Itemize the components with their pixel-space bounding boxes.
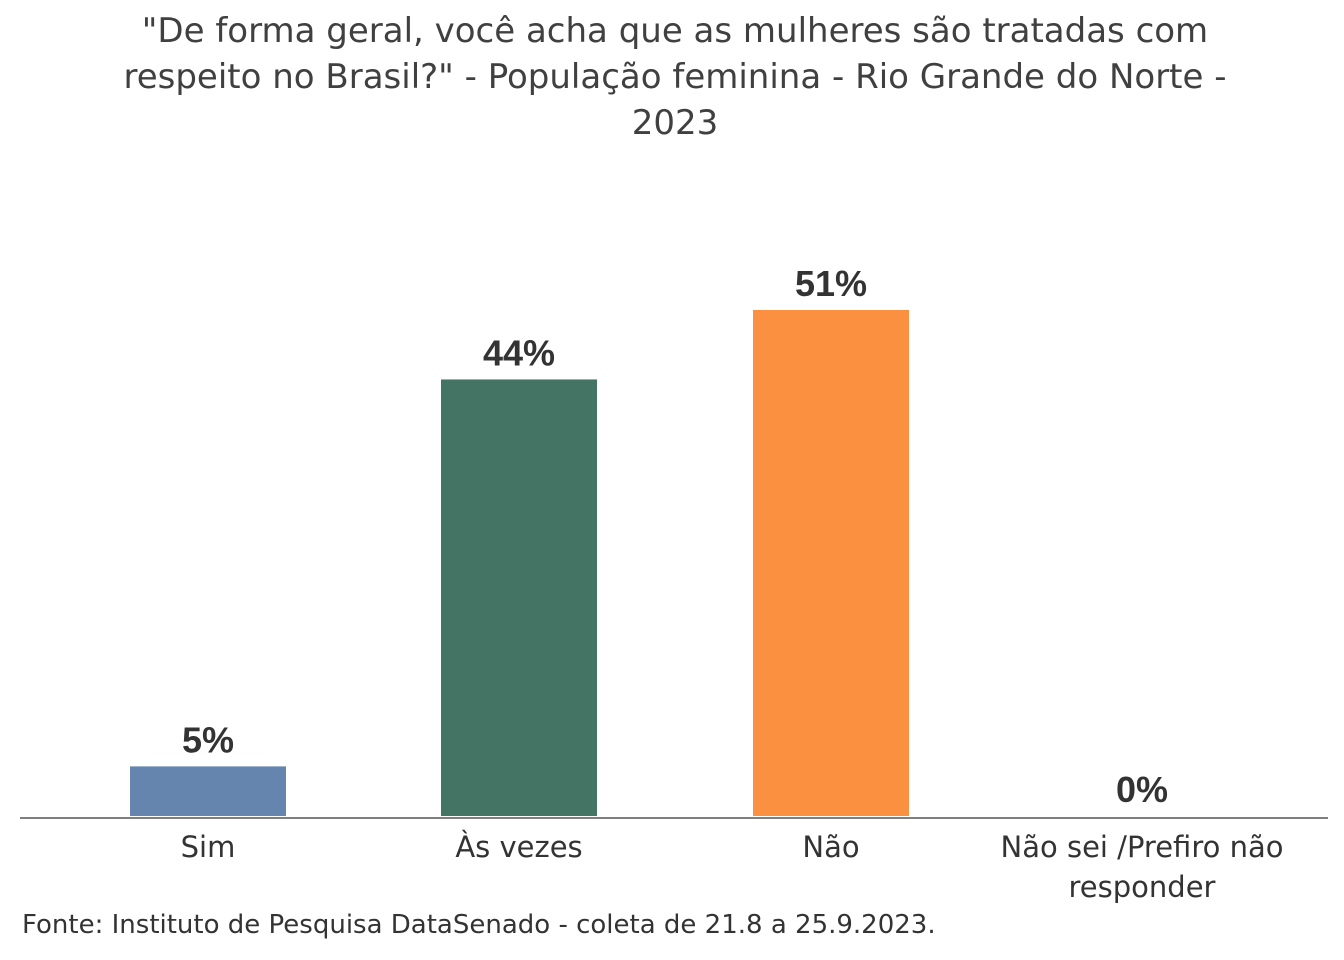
bars-group <box>130 310 909 816</box>
bar-1 <box>441 379 597 816</box>
tick-label-3: Não sei /Prefiro não responder <box>1001 830 1284 904</box>
chart-title: "De forma geral, você acha que as mulher… <box>123 11 1227 143</box>
value-label-2: 51% <box>795 263 867 304</box>
tick-label-0: Sim <box>181 830 236 864</box>
value-label-3: 0% <box>1116 769 1168 810</box>
bar-0 <box>130 766 286 816</box>
tick-labels-group: Sim Às vezes Não Não sei /Prefiro não respon… <box>181 830 1284 904</box>
value-label-1: 44% <box>483 332 555 373</box>
tick-label-1: Às vezes <box>455 830 582 864</box>
bar-chart: 5% 44% 51% 0% Sim Às vezes Não Não sei /Prefir… <box>20 263 1328 904</box>
value-labels-group: 5% 44% 51% 0% <box>182 263 1168 810</box>
bar-2 <box>753 310 909 816</box>
tick-label-2: Não <box>802 830 859 864</box>
value-label-0: 5% <box>182 719 234 760</box>
source-note: Fonte: Instituto de Pesquisa DataSenado … <box>22 910 936 940</box>
